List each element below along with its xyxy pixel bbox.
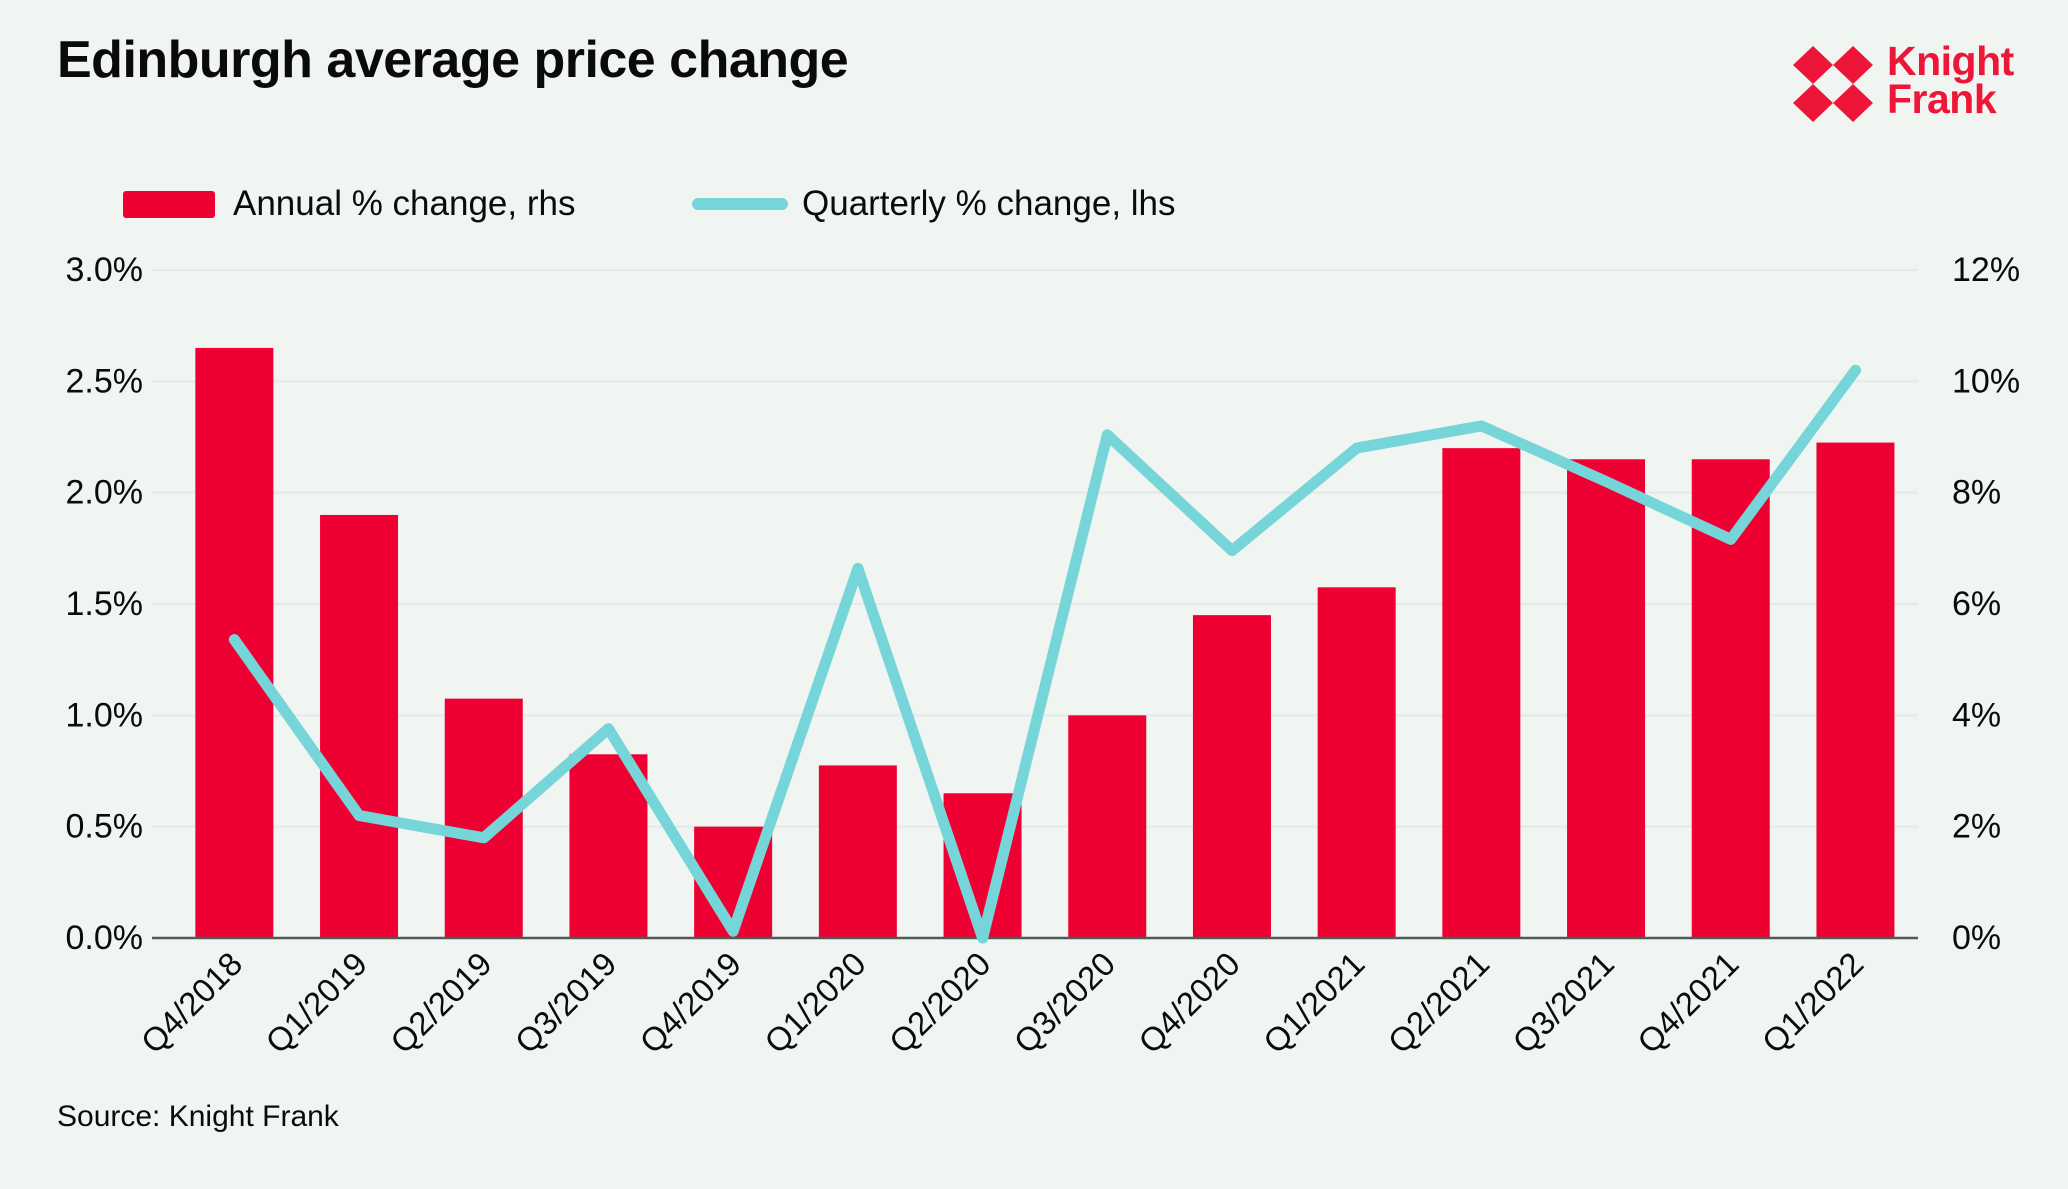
- quarterly-line: [228, 364, 1861, 944]
- left-axis-tick: 3.0%: [66, 251, 144, 289]
- bar-Q2-2021: [1442, 448, 1521, 938]
- left-axis-tick: 1.0%: [66, 696, 144, 734]
- right-axis-tick: 0%: [1952, 919, 2001, 957]
- left-axis-tick: 2.0%: [66, 474, 144, 512]
- x-axis-label: Q1/2019: [258, 945, 374, 1061]
- right-axis-tick: 10%: [1952, 362, 2020, 400]
- x-axis-label: Q1/2021: [1256, 945, 1372, 1061]
- page-title: Edinburgh average price change: [57, 31, 849, 89]
- logo-word-knight: Knight: [1887, 38, 2014, 84]
- left-axis-tick: 0.0%: [66, 919, 144, 957]
- bar-Q1-2019: [320, 514, 399, 938]
- legend-item-quarterly: Quarterly % change, lhs: [692, 180, 1176, 228]
- left-axis-tick: 1.5%: [66, 585, 144, 623]
- x-axis-label: Q4/2018: [134, 945, 250, 1061]
- source-note: Source: Knight Frank: [57, 1100, 339, 1133]
- right-axis-tick: 4%: [1952, 696, 2001, 734]
- legend-item-annual: Annual % change, rhs: [123, 180, 575, 228]
- bar-Q1-2022: [1816, 442, 1895, 938]
- bar-Q1-2021: [1317, 587, 1396, 938]
- legend-label-quarterly: Quarterly % change, lhs: [802, 184, 1176, 223]
- knight-frank-logo: Knight Frank: [1793, 41, 2014, 122]
- bar-Q4-2020: [1192, 615, 1271, 938]
- knight-frank-mark-icon: [1793, 46, 1873, 122]
- bar-Q3-2019: [569, 754, 648, 938]
- x-axis-label: Q1/2022: [1755, 945, 1871, 1061]
- x-axis-label: Q1/2020: [757, 945, 873, 1061]
- x-axis-label: Q2/2021: [1381, 945, 1497, 1061]
- right-axis-tick: 2%: [1952, 808, 2001, 846]
- bar-Q3-2020: [1068, 715, 1147, 938]
- x-axis-label: Q3/2021: [1505, 945, 1621, 1061]
- x-axis-label: Q4/2020: [1131, 945, 1247, 1061]
- annual-bar-swatch-icon: [123, 190, 215, 218]
- right-axis-tick: 12%: [1952, 251, 2020, 289]
- left-axis-tick: 0.5%: [66, 808, 144, 846]
- left-axis-tick: 2.5%: [66, 362, 144, 400]
- x-axis-label: Q3/2019: [508, 945, 624, 1061]
- logo-word-frank: Frank: [1887, 76, 1997, 122]
- legend-label-annual: Annual % change, rhs: [233, 184, 576, 223]
- x-axis-label: Q4/2019: [632, 945, 748, 1061]
- x-axis-label: Q2/2020: [882, 945, 998, 1061]
- chart-legend: Annual % change, rhs Quarterly % change,…: [0, 180, 2068, 228]
- right-axis-tick: 6%: [1952, 585, 2001, 623]
- quarterly-line-swatch-icon: [692, 198, 788, 210]
- bar-Q1-2020: [818, 765, 897, 938]
- x-axis-label: Q4/2021: [1630, 945, 1746, 1061]
- right-axis-tick: 8%: [1952, 474, 2001, 512]
- bar-Q3-2021: [1567, 459, 1646, 938]
- x-axis-label: Q3/2020: [1007, 945, 1123, 1061]
- x-axis-label: Q2/2019: [383, 945, 499, 1061]
- logo-wordmark: Knight Frank: [1887, 38, 2014, 122]
